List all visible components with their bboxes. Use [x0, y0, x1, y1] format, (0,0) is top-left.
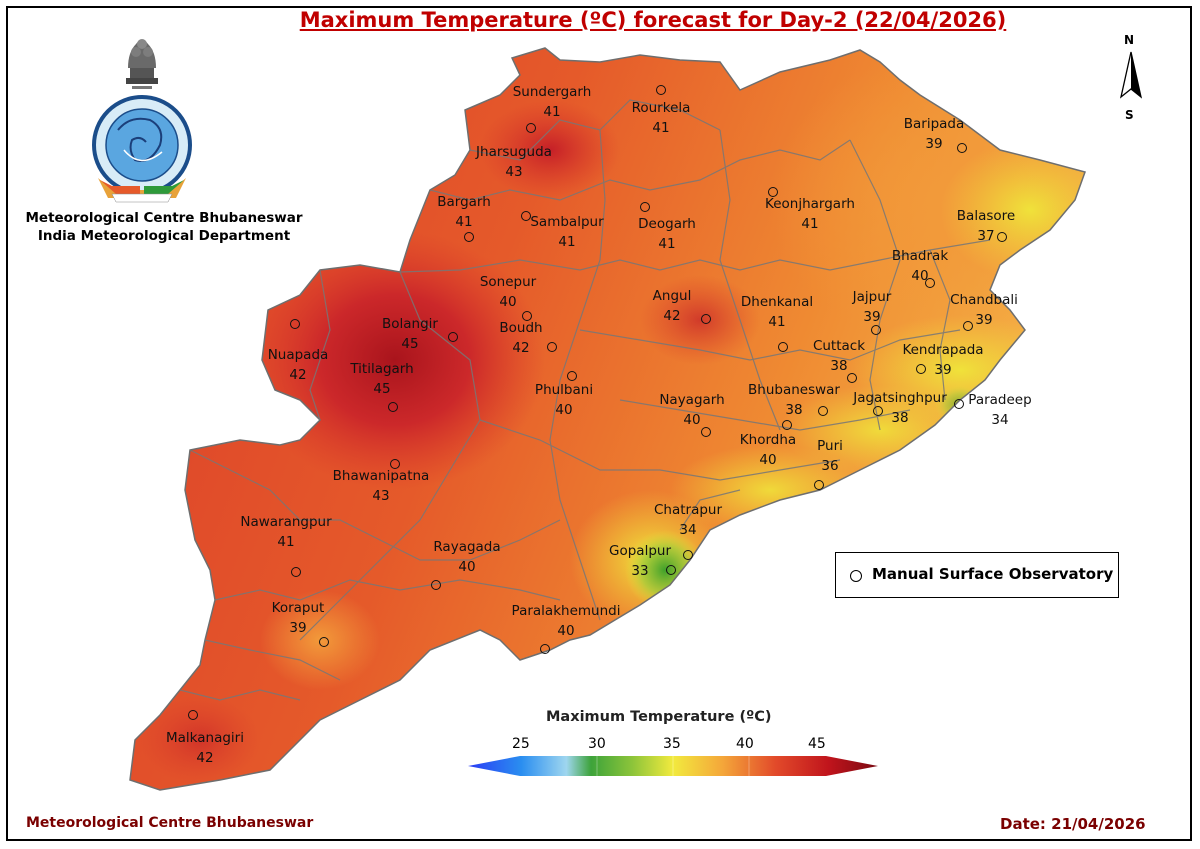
observatory-marker: [847, 373, 857, 383]
observatory-marker: [319, 637, 329, 647]
colorbar-tick: 45: [808, 736, 826, 752]
map-title: Maximum Temperature (ºC) forecast for Da…: [299, 8, 1007, 32]
observatory-marker: [768, 187, 778, 197]
station-label: Kendrapada 39: [902, 342, 984, 378]
station-label: Rayagada 40: [433, 539, 501, 575]
station-label: Khordha 40: [739, 432, 797, 468]
station-label: Bolangir 45: [382, 316, 438, 352]
observatory-marker: [701, 427, 711, 437]
station-label: Jagatsinghpur 38: [853, 390, 947, 426]
north-arrow-icon: [1119, 51, 1143, 99]
station-label: Keonjhargarh 41: [765, 196, 855, 232]
station-label: Balasore 37: [956, 208, 1016, 244]
station-label: Sambalpur 41: [530, 214, 604, 250]
imd-logo: [92, 39, 192, 203]
observatory-marker: [547, 342, 557, 352]
observatory-marker: [521, 211, 531, 221]
station-label: Phulbani 40: [534, 382, 594, 418]
station-label: Dhenkanal 41: [740, 294, 814, 330]
station-label: Baripada 39: [903, 116, 965, 152]
footer-organization: Meteorological Centre Bhubaneswar: [26, 815, 314, 831]
observatory-marker: [916, 364, 926, 374]
station-label: Chatrapur 34: [653, 502, 723, 538]
observatory-marker: [666, 565, 676, 575]
observatory-marker: [778, 342, 788, 352]
org-name: Meteorological Centre Bhubaneswar: [25, 210, 303, 226]
station-label: Gopalpur 33: [609, 543, 671, 579]
observatory-marker: [388, 402, 398, 412]
observatory-marker: [814, 480, 824, 490]
station-label: Jharsuguda 43: [476, 144, 552, 180]
station-label: Angul 42: [652, 288, 692, 324]
station-label: Boudh 42: [499, 320, 543, 356]
north-label: N: [1124, 33, 1135, 47]
observatory-marker: [567, 371, 577, 381]
station-label: Nawarangpur 41: [240, 514, 332, 550]
observatory-marker: [683, 550, 693, 560]
south-label: S: [1125, 108, 1134, 122]
observatory-marker: [656, 85, 666, 95]
station-label: Malkanagiri 42: [166, 730, 244, 766]
station-label: Bhadrak 40: [891, 248, 949, 284]
observatory-marker: [957, 143, 967, 153]
station-label: Cuttack 38: [812, 338, 866, 374]
colorbar-tick: 25: [512, 736, 530, 752]
colorbar-tick: 40: [736, 736, 754, 752]
station-label: Paradeep 34: [968, 392, 1032, 428]
station-label: Koraput 39: [271, 600, 325, 636]
station-label: Nayagarh 40: [659, 392, 725, 428]
observatory-marker: [540, 644, 550, 654]
station-label: Bhubaneswar 38: [748, 382, 840, 418]
footer-date: Date: 21/04/2026: [1000, 815, 1146, 833]
observatory-marker: [997, 232, 1007, 242]
station-label: Nuapada 42: [267, 347, 329, 383]
station-label: Paralakhemundi 40: [511, 603, 621, 639]
station-label: Deogarh 41: [638, 216, 696, 252]
observatory-marker: [963, 321, 973, 331]
observatory-marker: [954, 399, 964, 409]
observatory-marker: [925, 278, 935, 288]
station-label: Jajpur 39: [852, 289, 892, 325]
station-label: Chandbali 39: [950, 292, 1018, 328]
observatory-marker: [448, 332, 458, 342]
station-label: Sonepur 40: [479, 274, 537, 310]
station-label: Rourkela 41: [631, 100, 691, 136]
org-department: India Meteorological Department: [37, 228, 291, 244]
observatory-marker: [871, 325, 881, 335]
observatory-marker: [431, 580, 441, 590]
station-label: Titilagarh 45: [350, 361, 414, 397]
observatory-marker: [873, 406, 883, 416]
observatory-marker: [290, 319, 300, 329]
observatory-marker: [188, 710, 198, 720]
observatory-marker: [390, 459, 400, 469]
colorbar-tick: 30: [588, 736, 606, 752]
observatory-marker: [522, 311, 532, 321]
observatory-marker: [701, 314, 711, 324]
colorbar-title: Maximum Temperature (ºC): [546, 709, 772, 725]
observatory-marker: [818, 406, 828, 416]
station-label: Bhawanipatna 43: [332, 468, 430, 504]
observatory-marker: [640, 202, 650, 212]
observatory-marker: [782, 420, 792, 430]
legend-box: Manual Surface Observatory: [835, 552, 1119, 598]
station-label: Puri 36: [817, 438, 843, 474]
legend-label: Manual Surface Observatory: [872, 565, 1114, 583]
station-label: Bargarh 41: [437, 194, 491, 230]
station-label: Sundergarh 41: [512, 84, 592, 120]
colorbar-tick: 35: [663, 736, 681, 752]
observatory-marker: [291, 567, 301, 577]
observatory-marker-icon: [850, 570, 862, 582]
observatory-marker: [526, 123, 536, 133]
observatory-marker: [464, 232, 474, 242]
